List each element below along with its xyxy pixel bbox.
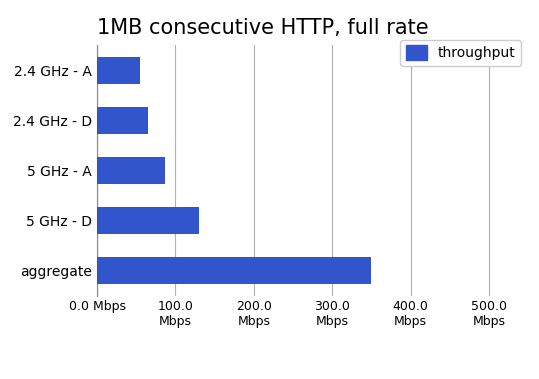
Bar xyxy=(97,157,165,184)
Bar xyxy=(97,257,371,284)
Bar xyxy=(97,57,140,85)
Bar xyxy=(97,207,199,234)
Text: 1MB consecutive HTTP, full rate: 1MB consecutive HTTP, full rate xyxy=(97,18,429,38)
Legend: throughput: throughput xyxy=(400,40,521,66)
Bar xyxy=(97,107,148,134)
